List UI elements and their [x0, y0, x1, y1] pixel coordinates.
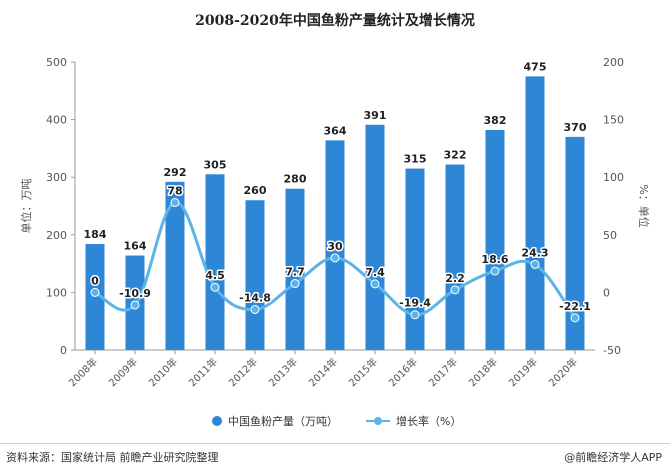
growth-rate-point — [370, 279, 380, 289]
y2-tick-label: 150 — [603, 114, 624, 127]
bar-value-label: 382 — [484, 114, 507, 127]
growth-rate-point — [330, 253, 340, 263]
bar-value-label: 305 — [204, 158, 227, 171]
bar-2017年 — [445, 164, 465, 350]
x-tick-label: 2017年 — [426, 355, 460, 389]
growth-rate-label: 2.2 — [445, 272, 465, 285]
y2-tick-label: -50 — [603, 344, 621, 357]
y-tick-label: 100 — [46, 286, 67, 299]
legend-bar-marker — [212, 416, 222, 426]
x-tick-label: 2015年 — [346, 355, 380, 389]
growth-rate-point — [530, 259, 540, 269]
chart-title: 2008-2020年中国鱼粉产量统计及增长情况 — [195, 13, 475, 29]
x-tick-label: 2018年 — [466, 355, 500, 389]
x-tick-label: 2009年 — [106, 355, 140, 389]
bar-2018年 — [485, 129, 505, 350]
bar-2015年 — [365, 124, 385, 350]
y2-tick-label: 50 — [603, 229, 617, 242]
y2-axis-title: %：单位 — [637, 184, 651, 227]
growth-rate-point — [170, 198, 180, 208]
y-axis-title: 单位：万吨 — [19, 179, 33, 234]
growth-rate-label: 18.6 — [481, 253, 508, 266]
growth-rate-point — [570, 313, 580, 323]
bar-value-label: 370 — [564, 121, 587, 134]
y2-tick-label: 0 — [603, 286, 610, 299]
bar-2014年 — [325, 140, 345, 350]
growth-rate-label: -19.4 — [399, 297, 431, 310]
bar-value-label: 184 — [84, 228, 107, 241]
legend-bar-label: 中国鱼粉产量（万吨） — [228, 414, 338, 428]
growth-rate-label: -14.8 — [239, 291, 271, 304]
bar-2011年 — [205, 174, 225, 350]
bar-value-label: 475 — [524, 60, 547, 73]
bar-2016年 — [405, 168, 425, 350]
bar-2020年 — [565, 136, 585, 350]
x-tick-label: 2008年 — [66, 355, 100, 389]
growth-rate-label: 4.5 — [205, 269, 225, 282]
x-tick-label: 2012年 — [226, 355, 260, 389]
growth-rate-point — [450, 285, 460, 295]
y-tick-label: 300 — [46, 171, 67, 184]
bar-value-label: 260 — [244, 184, 267, 197]
bar-2012年 — [245, 200, 265, 350]
growth-rate-label: 78 — [167, 185, 182, 198]
brand-credit: @前瞻经济学人APP — [564, 451, 662, 464]
bar-2019年 — [525, 76, 545, 351]
source-note: 资料来源：国家统计局 前瞻产业研究院整理 — [6, 451, 219, 464]
legend-line-label: 增长率（%） — [396, 414, 461, 428]
growth-rate-label: 24.3 — [521, 246, 548, 259]
growth-rate-label: 7.7 — [285, 266, 305, 279]
growth-rate-label: 7.4 — [365, 266, 385, 279]
growth-rate-label: -10.9 — [119, 287, 151, 300]
bar-value-label: 322 — [444, 149, 467, 162]
y-tick-label: 400 — [46, 114, 67, 127]
x-tick-label: 2011年 — [186, 355, 220, 389]
x-tick-label: 2010年 — [146, 355, 180, 389]
y2-tick-label: 100 — [603, 171, 624, 184]
growth-rate-point — [290, 279, 300, 289]
bar-2008年 — [85, 244, 105, 350]
growth-rate-point — [130, 300, 140, 310]
x-tick-label: 2019年 — [506, 355, 540, 389]
growth-rate-point — [250, 304, 260, 314]
growth-rate-label: 30 — [327, 240, 343, 253]
footer-divider — [0, 443, 670, 444]
x-tick-label: 2013年 — [266, 355, 300, 389]
growth-rate-label: -22.1 — [559, 300, 591, 313]
y-tick-label: 0 — [60, 344, 67, 357]
y-tick-label: 200 — [46, 229, 67, 242]
growth-rate-point — [490, 266, 500, 276]
bar-value-label: 364 — [324, 124, 347, 137]
y2-tick-label: 200 — [603, 56, 624, 69]
bar-value-label: 315 — [404, 153, 427, 166]
x-tick-label: 2020年 — [546, 355, 580, 389]
growth-rate-point — [410, 310, 420, 320]
y-tick-label: 500 — [46, 56, 67, 69]
growth-rate-point — [210, 282, 220, 292]
x-tick-label: 2014年 — [306, 355, 340, 389]
growth-rate-point — [90, 287, 100, 297]
x-tick-label: 2016年 — [386, 355, 420, 389]
bar-2010年 — [165, 181, 185, 350]
growth-rate-label: 0 — [91, 274, 99, 287]
legend-line-marker — [374, 417, 382, 425]
bar-value-label: 391 — [364, 109, 387, 122]
bar-2013年 — [285, 188, 305, 350]
bar-value-label: 280 — [284, 173, 307, 186]
bar-value-label: 164 — [124, 240, 147, 253]
bar-value-label: 292 — [164, 166, 187, 179]
